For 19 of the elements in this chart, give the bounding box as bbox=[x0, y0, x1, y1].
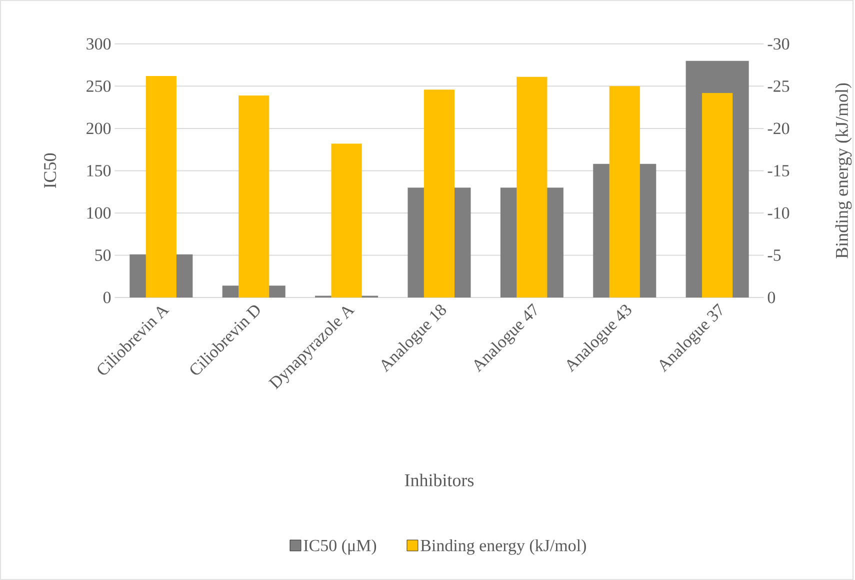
y-tick-label: 200 bbox=[86, 122, 111, 134]
y2-tick-label: -20 bbox=[768, 122, 790, 134]
y2-tick-label: -15 bbox=[768, 165, 790, 176]
y-tick-label: 100 bbox=[87, 207, 111, 219]
y2-tick-label: -5 bbox=[768, 250, 781, 261]
x-axis-title: Inhibitors bbox=[404, 474, 474, 486]
y-tick-label: 300 bbox=[86, 38, 111, 50]
y2-tick-label: -25 bbox=[768, 80, 790, 92]
y2-axis-title: Binding energy (kJ/mol) bbox=[835, 83, 852, 258]
legend-label: IC50 (μM) bbox=[304, 539, 376, 555]
y-tick-label: 50 bbox=[95, 249, 111, 261]
y2-tick-label: -10 bbox=[768, 207, 790, 219]
y2-tick-label: 0 bbox=[768, 292, 776, 304]
y-tick-label: 250 bbox=[86, 80, 111, 92]
y-tick-label: 150 bbox=[87, 164, 111, 176]
y-axis-title: IC50 bbox=[44, 153, 56, 188]
y-tick-label: 0 bbox=[103, 292, 111, 304]
y2-tick-label: -30 bbox=[768, 38, 790, 50]
legend-label: Binding energy (kJ/mol) bbox=[420, 539, 586, 555]
